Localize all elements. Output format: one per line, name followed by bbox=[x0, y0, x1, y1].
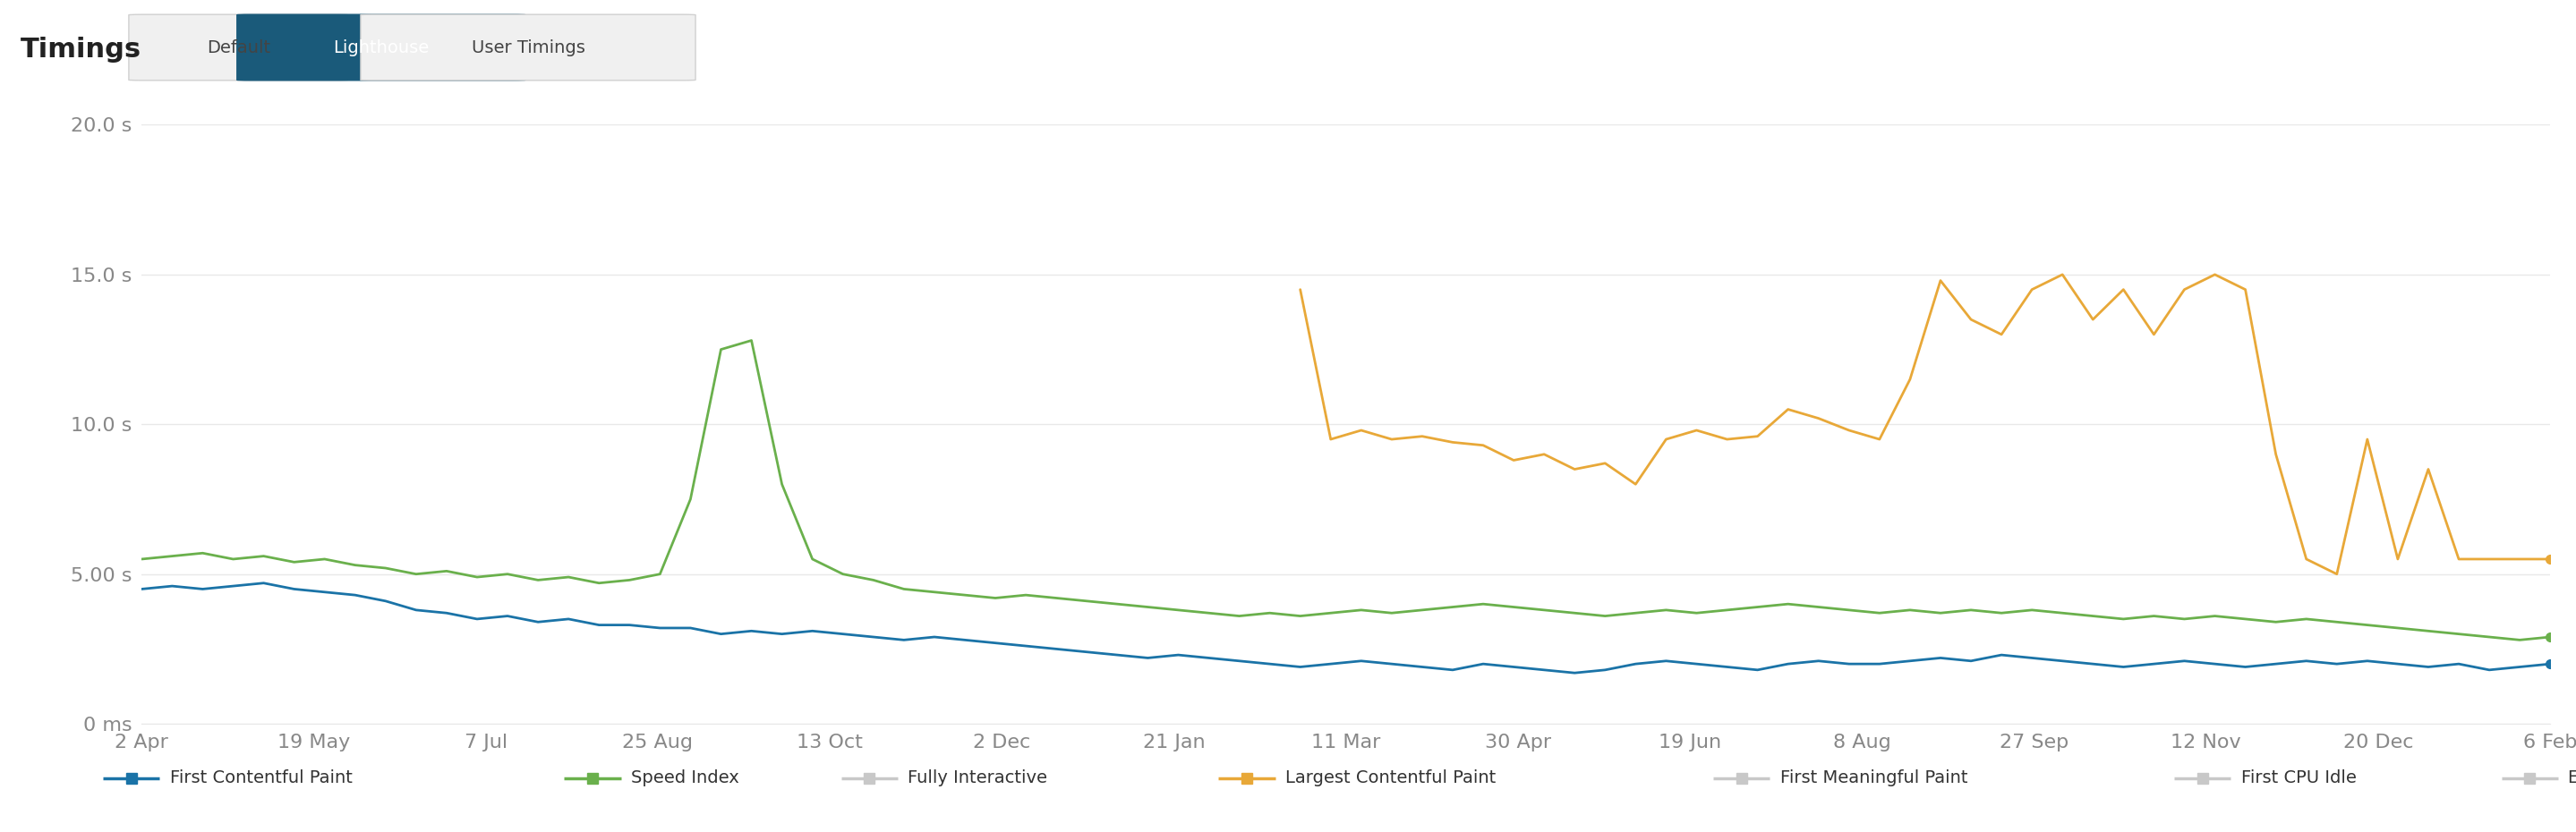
FancyBboxPatch shape bbox=[237, 14, 526, 81]
Text: First CPU Idle: First CPU Idle bbox=[2241, 770, 2357, 786]
FancyBboxPatch shape bbox=[361, 14, 696, 81]
Text: User Timings: User Timings bbox=[471, 39, 585, 57]
Text: First Meaningful Paint: First Meaningful Paint bbox=[1780, 770, 1968, 786]
Text: Default: Default bbox=[206, 39, 270, 57]
Text: Largest Contentful Paint: Largest Contentful Paint bbox=[1285, 770, 1497, 786]
Text: Fully Interactive: Fully Interactive bbox=[909, 770, 1048, 786]
Text: Estimated Input Latency: Estimated Input Latency bbox=[2568, 770, 2576, 786]
Text: Timings: Timings bbox=[21, 37, 142, 63]
Text: First Contentful Paint: First Contentful Paint bbox=[170, 770, 353, 786]
FancyBboxPatch shape bbox=[129, 14, 348, 81]
Text: Speed Index: Speed Index bbox=[631, 770, 739, 786]
Text: Lighthouse: Lighthouse bbox=[332, 39, 430, 57]
